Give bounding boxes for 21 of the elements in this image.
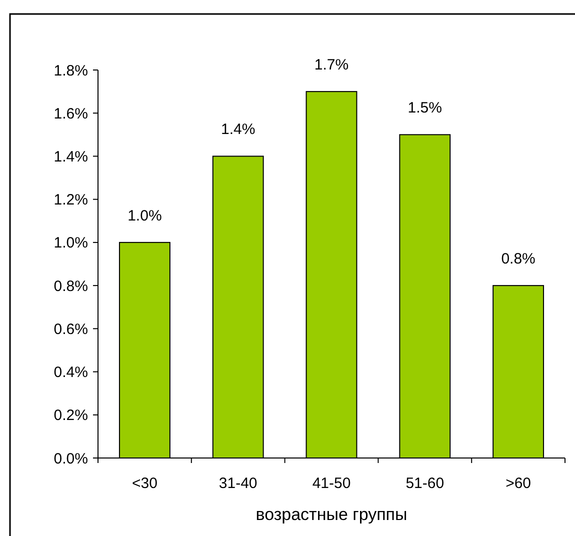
- y-tick-label: 0.4%: [54, 364, 88, 382]
- data-label: 0.8%: [501, 250, 536, 268]
- data-label: 1.4%: [221, 121, 256, 138]
- y-tick-label: 1.6%: [54, 105, 88, 122]
- y-tick-label: 1.0%: [54, 234, 88, 252]
- x-tick-label: 31-40: [218, 475, 258, 492]
- y-tick-label: 0.8%: [54, 278, 88, 295]
- x-tick-label: <30: [132, 475, 158, 492]
- y-tick-label: 0.0%: [54, 450, 88, 468]
- x-tick-label: 51-60: [406, 475, 444, 492]
- data-label: 1.7%: [314, 56, 349, 74]
- data-label: 1.5%: [408, 100, 442, 117]
- y-tick-label: 1.2%: [54, 192, 88, 209]
- y-tick-label: 1.8%: [54, 62, 88, 80]
- data-label: 1.0%: [128, 207, 162, 224]
- y-tick-label: 0.6%: [54, 320, 88, 338]
- x-tick-label: >60: [506, 475, 532, 492]
- x-axis-title: возрастные группы: [256, 505, 408, 524]
- x-tick-label: 41-50: [312, 475, 351, 492]
- y-tick-label: 0.2%: [54, 407, 88, 424]
- y-tick-label: 1.4%: [54, 148, 88, 166]
